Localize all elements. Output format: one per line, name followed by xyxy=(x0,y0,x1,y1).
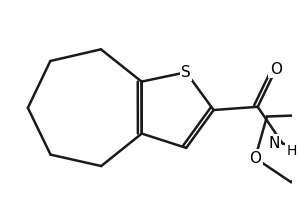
Text: H: H xyxy=(286,144,297,158)
Text: O: O xyxy=(270,62,282,77)
Text: S: S xyxy=(181,65,191,80)
Text: N: N xyxy=(268,136,280,151)
Text: O: O xyxy=(249,151,261,166)
